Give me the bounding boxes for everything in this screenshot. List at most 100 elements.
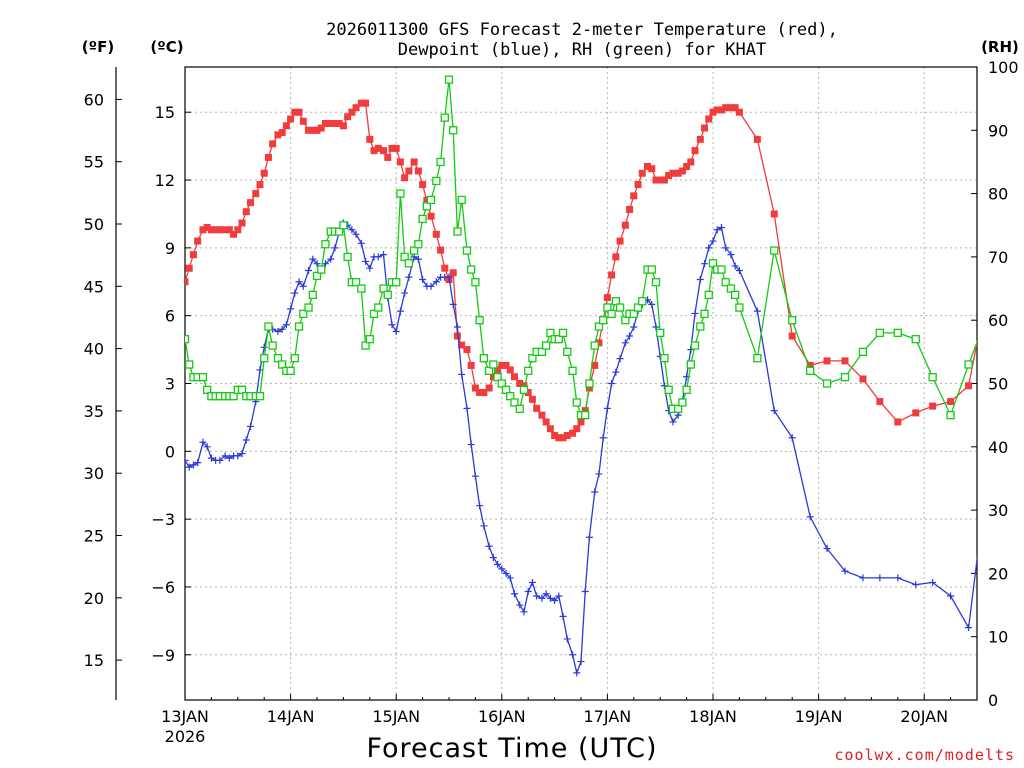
celsius-tick-label: −9 xyxy=(151,646,175,665)
rh-point xyxy=(911,335,920,344)
dewpoint-point xyxy=(731,262,739,270)
dewpoint-point xyxy=(260,343,268,351)
fahrenheit-tick-label: 55 xyxy=(84,153,104,172)
rh-point xyxy=(674,404,683,413)
dewpoint-point xyxy=(299,282,307,290)
temperature-point xyxy=(414,167,422,175)
dewpoint-point xyxy=(510,590,518,598)
temperature-point xyxy=(656,176,664,184)
temperature-point xyxy=(947,398,955,406)
dewpoint-point xyxy=(305,266,313,274)
x-tick-label: 13JAN xyxy=(161,707,209,726)
dewpoint-point xyxy=(189,461,197,469)
rh-point xyxy=(436,157,445,167)
dewpoint-point xyxy=(713,226,721,234)
dewpoint-point xyxy=(577,658,585,666)
rh-point xyxy=(237,385,247,394)
celsius-tick-label: 9 xyxy=(165,239,175,258)
dewpoint-point xyxy=(414,255,422,263)
celsius-tick-label: −6 xyxy=(151,578,175,597)
dewpoint-point xyxy=(392,328,400,336)
celsius-tick-label: −3 xyxy=(151,510,175,529)
dewpoint-point xyxy=(242,436,250,444)
temperature-point xyxy=(841,357,849,365)
rh-point xyxy=(546,328,555,338)
rh-point xyxy=(369,309,379,319)
rh-tick-label: 70 xyxy=(988,248,1008,267)
dewpoint-point xyxy=(396,307,404,315)
dewpoint-point xyxy=(717,224,725,232)
dewpoint-point xyxy=(524,587,532,595)
rh-point xyxy=(858,347,868,357)
temperature-point xyxy=(427,212,435,220)
celsius-axis-unit: (ºC) xyxy=(150,38,183,56)
dewpoint-point xyxy=(449,300,457,308)
axes: 15 20 25 30 35 40 45 50 55 60 −9 −6 −3 0 3 6 9 12 15 0 10 20 3… xyxy=(84,58,1019,746)
rh-point xyxy=(361,341,370,350)
rh-tick-label: 10 xyxy=(988,628,1008,647)
temperature-point xyxy=(687,158,695,166)
temperature-point xyxy=(894,418,902,426)
temperature-point xyxy=(573,425,581,433)
dewpoint-point xyxy=(595,470,603,478)
rh-point xyxy=(418,214,427,224)
dewpoint-point xyxy=(225,454,233,462)
rh-point xyxy=(426,195,436,205)
dewpoint-point xyxy=(401,289,409,297)
dewpoint-point xyxy=(194,459,202,467)
rh-point xyxy=(656,328,665,338)
temperature-point xyxy=(401,174,409,182)
fahrenheit-tick-label: 30 xyxy=(84,464,104,483)
dewpoint-point xyxy=(626,332,634,340)
temperature-point xyxy=(859,375,867,383)
dewpoint-point xyxy=(295,278,303,286)
dewpoint-point xyxy=(278,325,286,333)
temperature-point xyxy=(410,158,418,166)
temperature-point xyxy=(823,357,831,365)
rh-point xyxy=(497,379,506,388)
dewpoint-point xyxy=(727,251,735,259)
rh-point xyxy=(185,360,194,369)
rh-point xyxy=(615,303,625,312)
rh-point xyxy=(822,379,832,388)
rh-point xyxy=(493,373,502,382)
rh-point xyxy=(339,221,348,230)
temperature-point xyxy=(242,208,250,216)
temperature-point xyxy=(731,104,739,112)
dewpoint-point xyxy=(480,522,488,530)
rh-point xyxy=(735,303,744,312)
temperature-point xyxy=(691,147,699,155)
temperature-point xyxy=(770,210,778,218)
celsius-tick-label: 6 xyxy=(165,307,175,326)
rh-point xyxy=(611,297,620,306)
temperature-point xyxy=(705,115,713,123)
x-tick-label: 16JAN xyxy=(478,707,526,726)
dewpoint-point xyxy=(528,578,536,586)
temperature-point xyxy=(563,431,571,439)
dewpoint-point xyxy=(533,592,541,600)
temperature-point xyxy=(348,108,356,116)
dewpoint-point xyxy=(691,309,699,317)
temperature-point xyxy=(912,409,920,417)
dewpoint-point xyxy=(705,244,713,252)
rh-point xyxy=(690,341,700,350)
dewpoint-point xyxy=(246,422,254,430)
temperature-point xyxy=(344,113,352,121)
fahrenheit-tick-label: 20 xyxy=(84,589,104,608)
temperature-point xyxy=(335,120,343,128)
temperature-point xyxy=(638,169,646,177)
rh-point xyxy=(572,398,581,407)
dewpoint-point xyxy=(357,239,365,247)
rh-point xyxy=(457,195,466,205)
dewpoint-point xyxy=(494,560,502,568)
series-line xyxy=(185,222,977,676)
dewpoint-point xyxy=(701,260,709,268)
temperature-point xyxy=(396,158,404,166)
dewpoint-point xyxy=(669,418,677,426)
dewpoint-point xyxy=(185,463,193,471)
x-tick-label: 19JAN xyxy=(795,707,843,726)
rh-point xyxy=(519,385,529,394)
rh-point xyxy=(806,366,815,375)
temperature-point xyxy=(199,226,207,234)
rh-point xyxy=(317,265,326,274)
